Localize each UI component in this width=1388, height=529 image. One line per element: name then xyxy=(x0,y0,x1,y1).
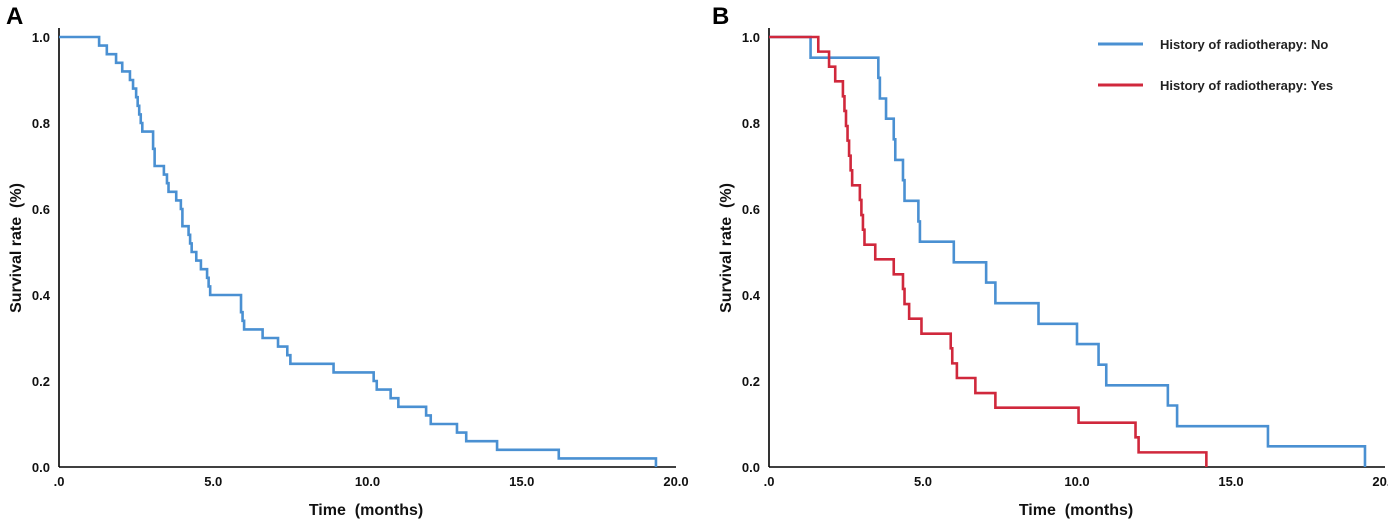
panel-b-y-tick-label: 0.0 xyxy=(742,460,760,475)
panel-b-x-axis-title: Time (months) xyxy=(1019,502,1133,519)
panel-a-x-tick-label: 20.0 xyxy=(663,474,688,489)
panel-b-y-tick-label: 0.2 xyxy=(742,374,760,389)
panel-b-curves xyxy=(769,35,1367,467)
panel-b-x-ticks: .0 5.0 10.0 15.0 20.0 xyxy=(764,474,1388,489)
panel-b-y-tick-label: 0.4 xyxy=(742,288,761,303)
panel-b-y-tick-label: 0.6 xyxy=(742,202,760,217)
panel-b-x-tick-label: 5.0 xyxy=(914,474,932,489)
panel-a-y-axis-title: Survival rate (%) xyxy=(8,183,25,313)
panel-a-y-tick-label: 0.6 xyxy=(32,202,50,217)
panel-a-x-ticks: .0 5.0 10.0 15.0 20.0 xyxy=(54,474,689,489)
panel-a-x-tick-label: 10.0 xyxy=(355,474,380,489)
panel-a-y-tick-label: 0.4 xyxy=(32,288,51,303)
panel-b-y-tick-label: 1.0 xyxy=(742,30,760,45)
panel-b-y-tick-label: 0.8 xyxy=(742,116,760,131)
panel-b-x-tick-label: 10.0 xyxy=(1064,474,1089,489)
panel-b-x-tick-label: 20.0 xyxy=(1372,474,1388,489)
panel-a-label: A xyxy=(6,3,23,30)
panel-a-y-tick-label: 0.0 xyxy=(32,460,50,475)
panel-a-curves xyxy=(59,35,658,467)
panel-a-y-tick-label: 0.8 xyxy=(32,116,50,131)
panel-b-x-tick-label: .0 xyxy=(764,474,775,489)
panel-a-x-tick-label: 5.0 xyxy=(204,474,222,489)
panel-a-x-tick-label: .0 xyxy=(54,474,65,489)
panel-b-y-axis-title: Survival rate (%) xyxy=(718,183,735,313)
panel-a-y-ticks: 0.0 0.2 0.4 0.6 0.8 1.0 xyxy=(32,30,51,475)
panel-b-curve-0 xyxy=(769,35,1367,467)
panel-a-y-tick-label: 1.0 xyxy=(32,30,50,45)
panel-b-legend: History of radiotherapy: No History of r… xyxy=(1098,37,1333,93)
panel-a-x-axis-title: Time (months) xyxy=(309,502,423,519)
panel-a-y-tick-label: 0.2 xyxy=(32,374,50,389)
panel-b-x-tick-label: 15.0 xyxy=(1218,474,1243,489)
legend-label-yes: History of radiotherapy: Yes xyxy=(1160,78,1333,93)
panel-b-label: B xyxy=(712,3,729,30)
panel-a: A 0.0 0.2 0.4 0.6 0.8 1.0 .0 5.0 10.0 15.0 20.0 T… xyxy=(6,3,689,519)
panel-b-y-ticks: 0.0 0.2 0.4 0.6 0.8 1.0 xyxy=(742,30,761,475)
panel-b: B 0.0 0.2 0.4 0.6 0.8 1.0 .0 5.0 10.0 15.0 20.0 T… xyxy=(712,3,1388,519)
panel-b-curve-1 xyxy=(769,35,1208,467)
legend-label-no: History of radiotherapy: No xyxy=(1160,37,1328,52)
panel-a-curve-0 xyxy=(59,35,658,467)
panel-a-x-tick-label: 15.0 xyxy=(509,474,534,489)
